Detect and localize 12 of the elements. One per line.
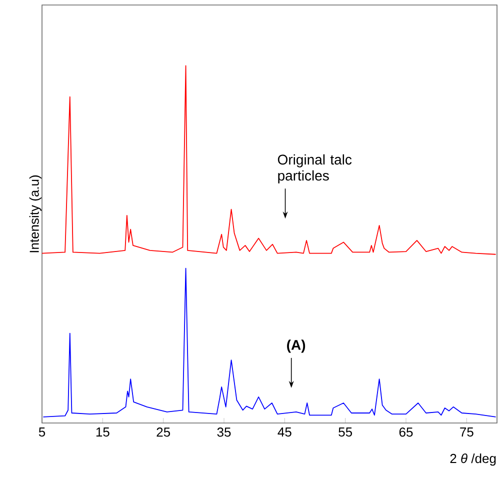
annotation: (A) xyxy=(287,340,306,353)
y-axis-title: Intensity (a.u) xyxy=(29,175,42,252)
x-tick-label: 65 xyxy=(399,428,413,437)
x-tick-label: 15 xyxy=(96,428,110,437)
x-tick-label: 55 xyxy=(338,428,352,437)
x-tick-label: 5 xyxy=(38,428,46,437)
x-axis-title: 2 θ /deg xyxy=(450,454,496,466)
x-tick-label: 25 xyxy=(156,428,170,437)
annotation: Original talc particles xyxy=(278,154,352,184)
x-tick-label: 75 xyxy=(460,428,474,437)
x-tick-label: 45 xyxy=(278,428,292,437)
x-tick-label: 35 xyxy=(217,428,231,437)
